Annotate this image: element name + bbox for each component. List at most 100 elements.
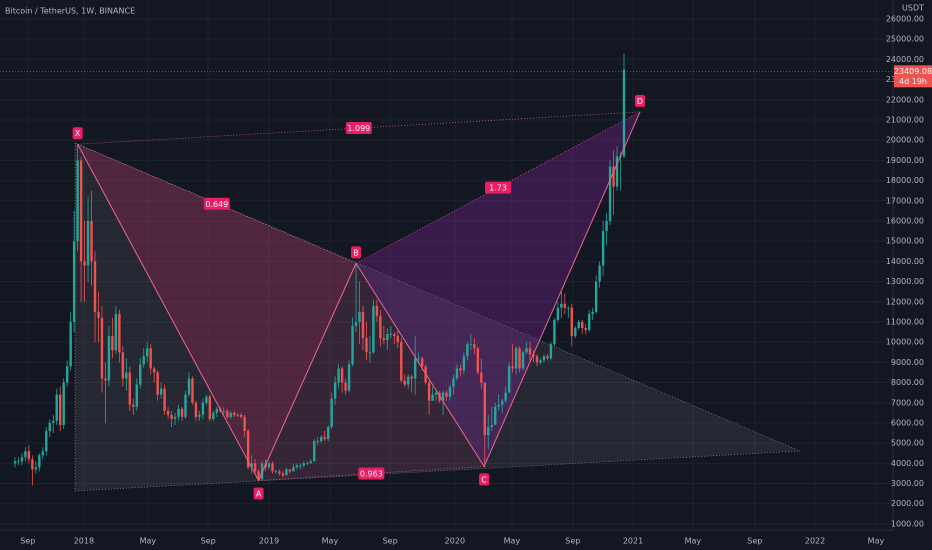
x-tick-label: Sep [383,537,398,546]
candle-body [500,400,504,405]
candle-body [17,461,20,463]
candle-body [246,431,250,468]
candle-body [62,382,65,425]
candle-body [93,261,97,312]
candle-body [570,307,573,337]
candle-body [208,396,212,419]
y-tick-label: 10000.00 [886,338,924,347]
last-price-box [894,65,932,88]
candle-body [285,469,288,476]
candle-body [212,412,215,419]
candle-body [379,315,382,339]
candle-body [31,459,34,470]
pattern-leg [483,111,641,467]
candle-body [459,368,462,371]
candle-body [86,220,90,266]
candle-body [375,305,379,316]
candle-body [187,378,191,395]
candle-body [65,366,69,383]
candle-body [250,463,253,468]
candle-body [79,160,83,262]
y-tick-label: 14000.00 [886,257,924,266]
candle-body [354,321,358,326]
candle-body [361,311,365,339]
pattern-leg [77,143,260,481]
ratio-line [77,111,641,145]
pattern-triangle [356,111,640,467]
candle-body [567,307,570,309]
pattern-leg [355,263,485,467]
candle-body [448,386,452,397]
y-tick-label: 8000.00 [891,378,924,387]
y-tick-label: 20000.00 [886,136,924,145]
candle-body [313,441,316,462]
candle-body [400,342,403,381]
candle-body [542,356,546,361]
candle-body [441,392,445,401]
candle-body [511,366,514,369]
axes: 1000.00 2000.00 3000.00 4000.00 5000.00 6000.… [0,14,932,546]
candle-body [253,463,257,472]
pattern-fill [77,111,640,481]
candle-body [205,396,208,403]
candle-body [577,321,580,329]
candle-body [518,348,521,369]
candle-body [417,358,420,360]
candle-body [118,313,121,353]
candle-body [413,358,417,379]
candle-body [605,220,608,232]
y-tick-label: 17000.00 [886,196,924,205]
candle-body [591,311,594,314]
y-tick-label: 5000.00 [891,439,924,448]
candle-body [594,281,598,312]
candle-body [38,455,41,468]
candle-body [215,408,219,413]
candle-body [340,368,344,383]
candle-body [260,463,264,480]
candle-body [601,231,605,266]
x-tick-label: 2018 [74,537,94,546]
candle-body [608,166,612,221]
candle-body [271,463,274,472]
pattern-triangle [258,263,485,481]
ratio-box [345,122,372,135]
candle-body [125,372,128,379]
candle-body [201,402,205,415]
candle-body [45,431,48,452]
last-price-label: 23409.08 [894,67,932,76]
candle-body [494,406,497,425]
candle-body [386,334,389,341]
candle-body [483,382,486,436]
x-tick-label: 2020 [445,537,465,546]
candle-body [20,457,24,462]
candle-body [316,441,319,442]
y-tick-label: 6000.00 [891,418,924,427]
candle-body [490,424,493,427]
candle-body [535,356,539,363]
y-tick-label: 13000.00 [886,277,924,286]
candle-body [142,356,145,365]
candle-body [59,394,62,425]
candle-body [111,336,114,351]
candle-body [504,392,507,401]
candle-body [445,392,448,397]
candle-body [309,461,312,464]
candle-body [358,311,361,322]
candle-body [525,348,528,353]
candle-body [521,352,525,369]
candle-body [368,352,372,354]
candle-body [407,376,410,385]
y-tick-label: 25000.00 [886,35,924,44]
candle-body [229,412,232,417]
candle-body [420,358,424,367]
candle-body [274,471,278,473]
candle-body [295,465,299,468]
candle-body [507,366,511,393]
point-box [479,473,490,486]
x-tick-label: May [868,537,885,546]
candle-body [410,376,413,379]
candle-body [146,348,149,357]
y-tick-label: 24000.00 [886,55,924,64]
candle-body [365,338,368,353]
